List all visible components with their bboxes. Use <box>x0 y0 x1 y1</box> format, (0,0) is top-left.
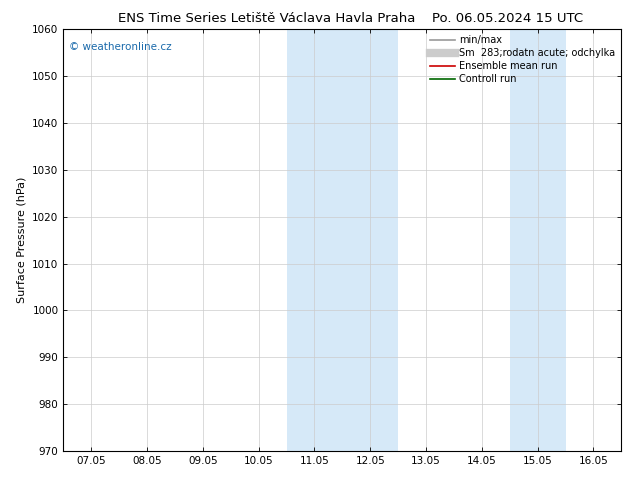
Y-axis label: Surface Pressure (hPa): Surface Pressure (hPa) <box>16 177 27 303</box>
Bar <box>510 29 566 451</box>
Bar <box>287 29 398 451</box>
Text: ENS Time Series Letiště Václava Havla Praha: ENS Time Series Letiště Václava Havla Pr… <box>117 12 415 25</box>
Legend: min/max, Sm  283;rodatn acute; odchylka, Ensemble mean run, Controll run: min/max, Sm 283;rodatn acute; odchylka, … <box>426 31 619 88</box>
Text: © weatheronline.cz: © weatheronline.cz <box>69 42 172 52</box>
Text: Po. 06.05.2024 15 UTC: Po. 06.05.2024 15 UTC <box>432 12 583 25</box>
